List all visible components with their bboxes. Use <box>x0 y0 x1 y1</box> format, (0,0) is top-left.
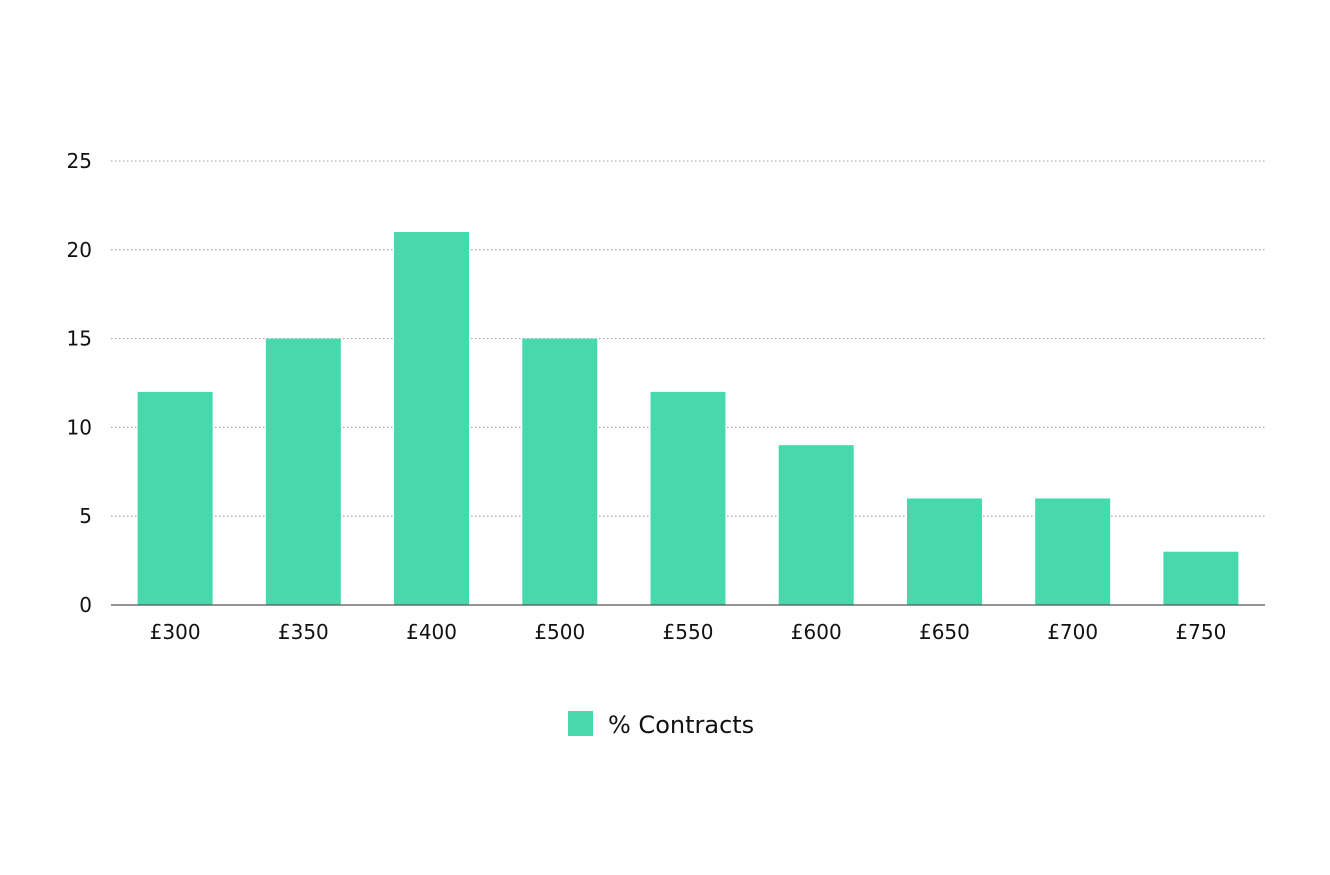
x-tick-label: £350 <box>278 620 329 644</box>
x-tick-label: £550 <box>663 620 714 644</box>
x-axis-ticks: £300 £350 £400 £500 £550 £600 £650 £700 £750 <box>150 620 1227 644</box>
x-tick-label: £300 <box>150 620 201 644</box>
bar <box>778 445 854 605</box>
bar <box>522 338 598 605</box>
x-tick-label: £400 <box>406 620 457 644</box>
bars <box>137 232 1239 606</box>
y-tick-label: 0 <box>79 593 92 617</box>
x-tick-label: £700 <box>1047 620 1098 644</box>
bar <box>1163 551 1239 605</box>
x-tick-label: £500 <box>534 620 585 644</box>
x-tick-label: £750 <box>1175 620 1226 644</box>
y-axis-ticks: 0 5 10 15 20 25 <box>67 149 92 617</box>
x-tick-label: £600 <box>791 620 842 644</box>
y-tick-label: 25 <box>67 149 92 173</box>
bar <box>1035 498 1111 605</box>
bar <box>265 338 341 605</box>
y-tick-label: 10 <box>67 415 92 439</box>
legend-swatch <box>568 711 593 736</box>
bar <box>137 391 213 605</box>
legend: % Contracts <box>568 711 754 739</box>
bar <box>650 391 726 605</box>
bar <box>906 498 982 605</box>
y-tick-label: 20 <box>67 238 92 262</box>
bar <box>394 232 470 606</box>
y-tick-label: 5 <box>79 504 92 528</box>
y-tick-label: 15 <box>67 327 92 351</box>
legend-label: % Contracts <box>608 711 754 739</box>
x-tick-label: £650 <box>919 620 970 644</box>
